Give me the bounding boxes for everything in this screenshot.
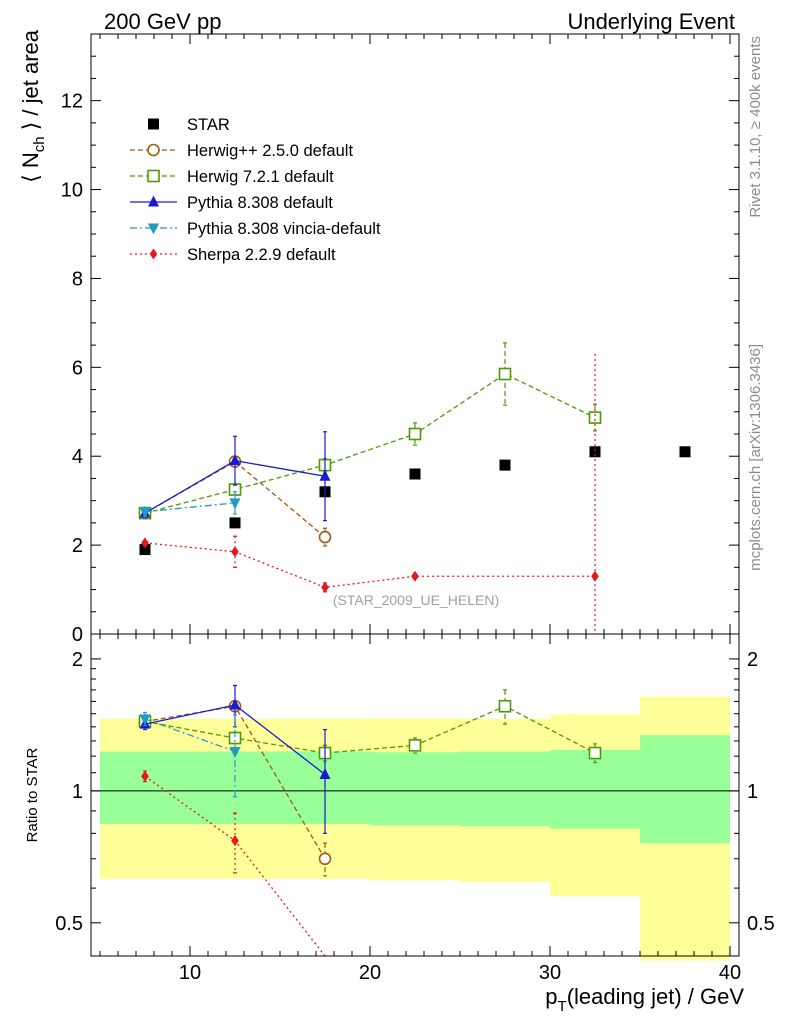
ratio-point xyxy=(588,746,602,760)
data-point xyxy=(319,469,331,481)
ratio-uncertainty-bands xyxy=(91,696,739,961)
y-tick-label: 2 xyxy=(72,535,83,557)
header-right: Underlying Event xyxy=(567,9,735,34)
ratio-frame xyxy=(90,633,740,957)
data-point xyxy=(498,367,512,381)
legend-marker xyxy=(148,223,159,235)
ratio-y-axis-label: Ratio to STAR xyxy=(24,747,41,842)
ratio-point xyxy=(408,739,422,752)
legend-marker xyxy=(149,248,158,260)
x-tick-label: 30 xyxy=(539,962,561,984)
legend: STAR Herwig++ 2.5.0 default Herwig 7.2.1 d… xyxy=(130,116,381,264)
data-point xyxy=(139,507,151,519)
legend-marker xyxy=(147,143,160,157)
ratio-point xyxy=(229,698,241,710)
y-tick-label: 8 xyxy=(72,268,83,290)
ratio-point xyxy=(229,746,241,758)
mc-curves xyxy=(138,342,691,957)
legend-label: STAR xyxy=(187,116,230,134)
ratio-band-inner xyxy=(100,751,190,825)
data-point xyxy=(591,570,599,582)
ratio-tick-label-right: 1 xyxy=(747,781,758,803)
legend-marker xyxy=(147,169,160,183)
analysis-label: (STAR_2009_UE_HELEN) xyxy=(333,592,499,608)
ratio-tick-label: 1 xyxy=(72,781,83,803)
rivet-version-label: Rivet 3.1.10, ≥ 400k events xyxy=(747,36,764,218)
data-point xyxy=(409,468,421,480)
legend-marker xyxy=(148,195,159,207)
legend-entry-5: Sherpa 2.2.9 default xyxy=(130,246,336,264)
ratio-line xyxy=(144,705,596,754)
data-point xyxy=(229,517,241,529)
data-point xyxy=(588,411,602,424)
legend-entry-1: Herwig++ 2.5.0 default xyxy=(130,142,353,160)
ratio-line xyxy=(144,718,236,753)
ratio-point xyxy=(318,852,332,866)
data-point xyxy=(321,581,329,593)
series-line xyxy=(144,542,595,588)
data-point xyxy=(139,544,151,556)
legend-marker xyxy=(148,118,159,130)
legend-entry-2: Herwig 7.2.1 default xyxy=(130,168,334,186)
series-2 xyxy=(138,342,602,764)
x-tick-label: 40 xyxy=(719,962,741,984)
data-point xyxy=(411,570,419,582)
x-tick-label: 10 xyxy=(179,962,201,984)
header-left: 200 GeV pp xyxy=(104,9,221,34)
legend-label: Herwig++ 2.5.0 default xyxy=(187,142,353,160)
data-point xyxy=(679,446,691,458)
ratio-point xyxy=(319,767,331,779)
y-tick-label: 10 xyxy=(61,180,83,202)
y-axis-label: ⟨ Nch ⟩ / jet area xyxy=(18,29,48,183)
data-point xyxy=(589,446,601,458)
legend-entry-0: STAR xyxy=(148,116,230,134)
ratio-point xyxy=(141,770,149,782)
data-point xyxy=(318,530,332,544)
ratio-tick-label-right: 2 xyxy=(747,649,758,671)
ratio-band-inner xyxy=(370,752,460,826)
legend-entry-3: Pythia 8.308 default xyxy=(130,194,333,212)
x-tick-label: 20 xyxy=(359,962,381,984)
mcplots-credit-label: mcplots.cern.ch [arXiv:1306.3436] xyxy=(747,344,764,571)
data-point xyxy=(229,454,241,466)
legend-label: Pythia 8.308 vincia-default xyxy=(187,220,381,238)
data-point xyxy=(141,537,149,549)
legend-label: Pythia 8.308 default xyxy=(187,194,333,212)
ratio-band-inner xyxy=(640,735,730,844)
ratio-point xyxy=(231,835,239,847)
series-5 xyxy=(141,354,599,957)
x-axis-label: pT(leading jet) / GeV xyxy=(545,984,744,1015)
y-tick-label: 6 xyxy=(72,357,83,379)
legend-label: Sherpa 2.2.9 default xyxy=(187,246,336,264)
data-point xyxy=(408,427,422,441)
series-0 xyxy=(139,446,691,556)
ratio-tick-label-right: 0.5 xyxy=(747,913,775,935)
ratio-band-inner xyxy=(460,751,550,827)
data-point xyxy=(229,498,241,510)
series-line xyxy=(144,502,236,513)
ratio-tick-label: 2 xyxy=(72,649,83,671)
data-point xyxy=(231,546,239,558)
ratio-point xyxy=(498,699,512,713)
y-tick-label: 0 xyxy=(72,624,83,646)
data-point xyxy=(499,459,511,471)
legend-entry-4: Pythia 8.308 vincia-default xyxy=(130,220,381,238)
series-line xyxy=(144,373,596,514)
ratio-tick-label: 0.5 xyxy=(55,913,83,935)
y-tick-label: 4 xyxy=(72,446,83,468)
ratio-point xyxy=(139,714,151,726)
series-4 xyxy=(139,491,241,798)
legend-label: Herwig 7.2.1 default xyxy=(187,168,334,186)
y-tick-label: 12 xyxy=(61,91,83,113)
